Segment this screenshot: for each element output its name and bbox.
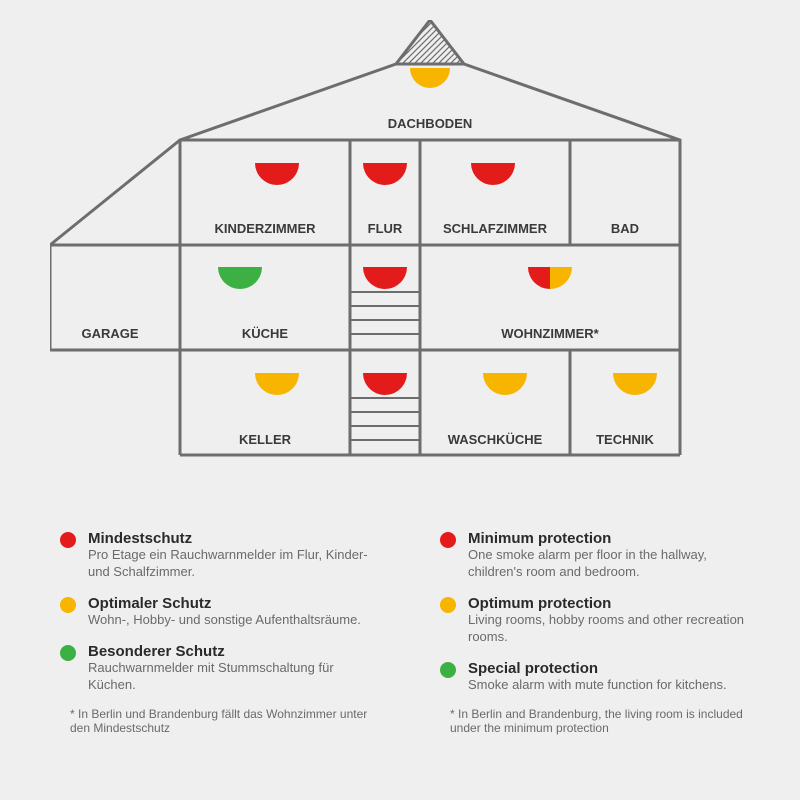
footnote-de: * In Berlin und Brandenburg fällt das Wo… (70, 707, 380, 735)
label-waschkueche: WASCHKÜCHE (448, 432, 543, 447)
label-flur: FLUR (368, 221, 403, 236)
detector-keller-right (277, 373, 299, 395)
legend-title: Special protection (468, 660, 760, 677)
label-bad: BAD (611, 221, 639, 236)
detector-flur-mitte-left (363, 267, 385, 289)
label-kinderzimmer: KINDERZIMMER (214, 221, 316, 236)
legend-title: Minimum protection (468, 530, 760, 547)
legend-item-mindestschutz: MindestschutzPro Etage ein Rauchwarnmeld… (60, 530, 380, 581)
label-dachboden: DACHBODEN (388, 116, 473, 131)
legend-item-besonderer-schutz: Besonderer SchutzRauchwarnmelder mit Stu… (60, 643, 380, 694)
legend-english: Minimum protectionOne smoke alarm per fl… (440, 530, 760, 735)
label-technik: TECHNIK (596, 432, 654, 447)
detector-keller-left (255, 373, 277, 395)
legend-dot-red (440, 532, 456, 548)
detector-dachboden-left (410, 68, 430, 88)
legend-dot-yellow (60, 597, 76, 613)
detector-schlafzimmer-left (471, 163, 493, 185)
label-schlafzimmer: SCHLAFZIMMER (443, 221, 548, 236)
detector-waschkueche-right (505, 373, 527, 395)
legend-title: Besonderer Schutz (88, 643, 380, 660)
footnote-en: * In Berlin and Brandenburg, the living … (450, 707, 760, 735)
legend-desc: Rauchwarnmelder mit Stummschaltung für K… (88, 660, 380, 694)
legend-item-optimum-protection: Optimum protectionLiving rooms, hobby ro… (440, 595, 760, 646)
attic-peak (396, 20, 464, 64)
legend-dot-green (60, 645, 76, 661)
legend-item-optimaler-schutz: Optimaler SchutzWohn-, Hobby- und sonsti… (60, 595, 380, 629)
legend-desc: One smoke alarm per floor in the hallway… (468, 547, 760, 581)
detector-flur-mitte-right (385, 267, 407, 289)
label-wohnzimmer: WOHNZIMMER* (501, 326, 599, 341)
legend-dot-red (60, 532, 76, 548)
legend-desc: Pro Etage ein Rauchwarnmelder im Flur, K… (88, 547, 380, 581)
detector-technik-right (635, 373, 657, 395)
detector-kinderzimmer-left (255, 163, 277, 185)
detector-kueche-left (218, 267, 240, 289)
house-diagram: DACHBODEN KINDERZIMMER FLUR SCHLAFZIMMER… (50, 20, 750, 490)
detector-wohnzimmer-left (528, 267, 550, 289)
label-kueche: KÜCHE (242, 326, 289, 341)
legend-desc: Wohn-, Hobby- und sonstige Aufenthaltsrä… (88, 612, 380, 629)
legend-title: Optimaler Schutz (88, 595, 380, 612)
label-keller: KELLER (239, 432, 292, 447)
legend-item-special-protection: Special protectionSmoke alarm with mute … (440, 660, 760, 694)
legend-dot-yellow (440, 597, 456, 613)
legend-title: Optimum protection (468, 595, 760, 612)
legend-desc: Living rooms, hobby rooms and other recr… (468, 612, 760, 646)
legend-dot-green (440, 662, 456, 678)
detector-flur-unten-left (363, 373, 385, 395)
detector-schlafzimmer-right (493, 163, 515, 185)
legend-title: Mindestschutz (88, 530, 380, 547)
legend-german: MindestschutzPro Etage ein Rauchwarnmeld… (60, 530, 380, 735)
detector-flur-unten-right (385, 373, 407, 395)
detector-flur-oben-right (385, 163, 407, 185)
legend: MindestschutzPro Etage ein Rauchwarnmeld… (60, 530, 760, 735)
label-garage: GARAGE (81, 326, 138, 341)
house-outline (50, 64, 680, 455)
detector-kinderzimmer-right (277, 163, 299, 185)
legend-desc: Smoke alarm with mute function for kitch… (468, 677, 760, 694)
legend-item-minimum-protection: Minimum protectionOne smoke alarm per fl… (440, 530, 760, 581)
detector-flur-oben-left (363, 163, 385, 185)
detector-dachboden-right (430, 68, 450, 88)
detector-kueche-right (240, 267, 262, 289)
detector-waschkueche-left (483, 373, 505, 395)
detector-technik-left (613, 373, 635, 395)
detector-wohnzimmer-right (550, 267, 572, 289)
